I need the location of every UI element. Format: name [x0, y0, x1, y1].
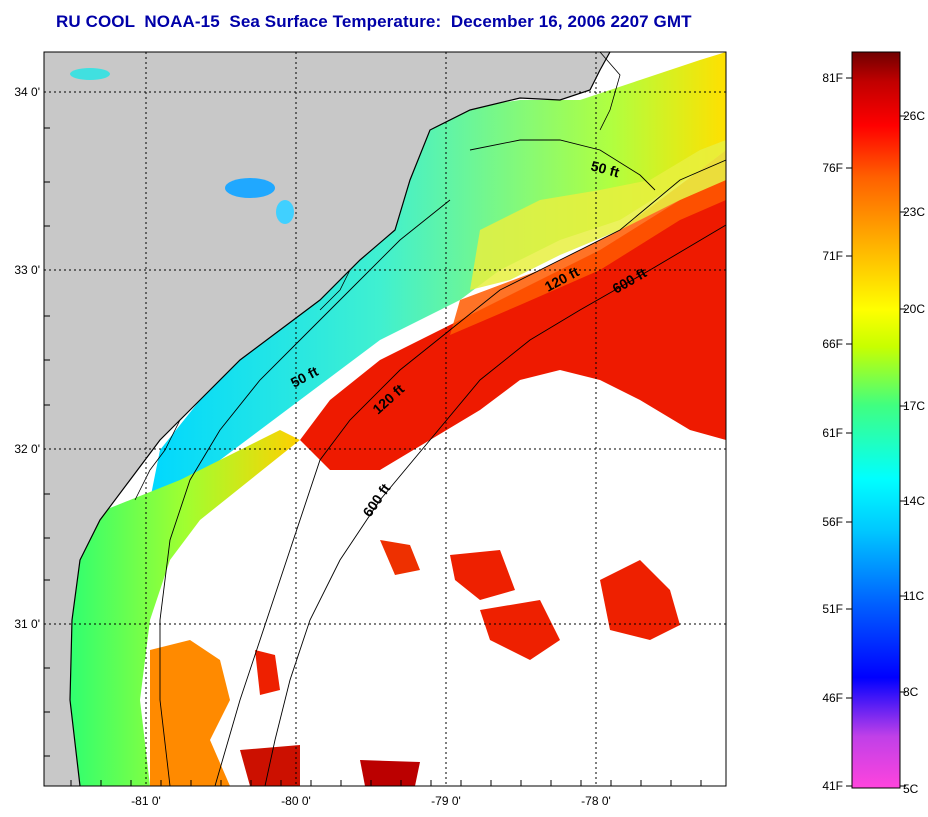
mid-shelf-yellow	[470, 140, 726, 290]
lon-tick-label: -81 0'	[131, 794, 161, 808]
south-nearshore-water	[70, 430, 300, 786]
warm-patch	[240, 745, 300, 786]
lat-tick-label: 34 0'	[14, 85, 40, 99]
lat-tick-label: 32 0'	[14, 442, 40, 456]
map-frame	[43, 51, 727, 787]
inland-lake	[276, 200, 294, 224]
south-warm-patch	[150, 640, 230, 786]
minor-ticks	[44, 127, 702, 786]
lat-tick-label: 31 0'	[14, 617, 40, 631]
isobath-50ft-line	[159, 139, 656, 786]
map-title: RU COOL NOAA-15 Sea Surface Temperature:…	[56, 12, 692, 31]
shelf-water	[150, 52, 726, 500]
warm-patch	[380, 540, 420, 575]
warm-patch	[255, 650, 280, 695]
lon-tick-label: -79 0'	[431, 794, 461, 808]
isobath-600ft-line	[264, 224, 726, 786]
land-mass	[44, 52, 610, 786]
isobath-120ft-line	[214, 159, 726, 786]
lon-tick-label: -78 0'	[581, 794, 611, 808]
isobath-label-50ft-north: 50 ft	[589, 157, 621, 180]
warm-patch	[450, 550, 515, 600]
warm-patch	[600, 560, 680, 640]
inland-lake	[70, 68, 110, 80]
inland-lake	[225, 178, 275, 198]
warm-patch	[360, 760, 420, 786]
warm-front	[450, 150, 726, 335]
grid-lines	[44, 52, 726, 786]
coastline	[69, 52, 611, 786]
lon-tick-label: -80 0'	[281, 794, 311, 808]
warm-patch	[480, 600, 560, 660]
lat-tick-label: 33 0'	[14, 263, 40, 277]
